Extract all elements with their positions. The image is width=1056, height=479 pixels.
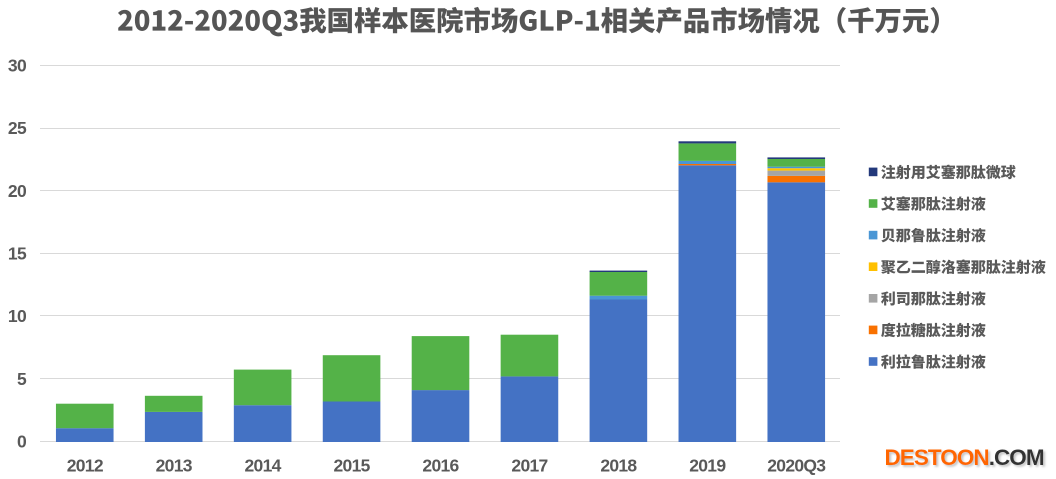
svg-text:2018: 2018 (600, 456, 637, 476)
svg-text:2012: 2012 (67, 456, 104, 476)
svg-text:30: 30 (8, 55, 27, 75)
svg-text:2015: 2015 (334, 456, 371, 476)
svg-text:5: 5 (17, 369, 27, 389)
svg-text:2019: 2019 (689, 456, 726, 476)
svg-text:20: 20 (8, 181, 27, 201)
svg-text:15: 15 (8, 244, 27, 264)
svg-text:2013: 2013 (156, 456, 193, 476)
svg-text:2020Q3: 2020Q3 (767, 456, 826, 476)
svg-text:2016: 2016 (422, 456, 459, 476)
svg-text:DESTOON.COM: DESTOON.COM (885, 445, 1044, 470)
svg-text:10: 10 (8, 306, 27, 326)
svg-text:0: 0 (17, 432, 27, 452)
svg-text:2014: 2014 (245, 456, 282, 476)
svg-text:2017: 2017 (511, 456, 547, 476)
svg-text:25: 25 (8, 118, 27, 138)
